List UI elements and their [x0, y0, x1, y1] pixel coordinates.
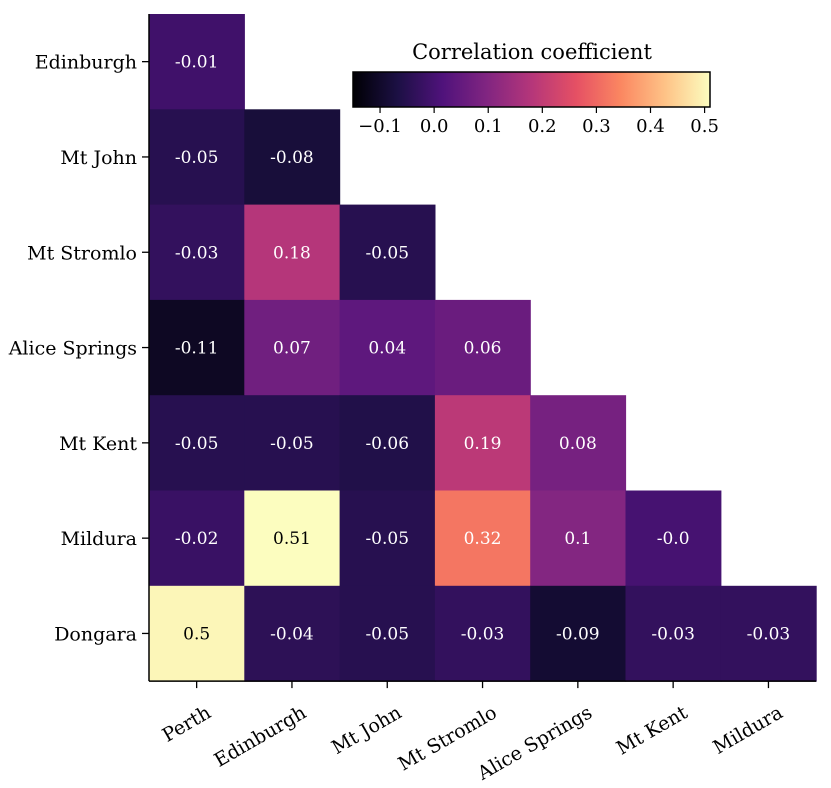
heatmap-cell — [434, 490, 531, 587]
cell-value-label: -0.02 — [175, 529, 219, 549]
heatmap-cell — [244, 204, 341, 301]
colorbar-tick-label: 0.0 — [420, 116, 449, 137]
cell-value-label: -0.05 — [175, 434, 219, 454]
cell-value-label: 0.08 — [559, 434, 597, 454]
cell-value-label: 0.04 — [368, 339, 406, 359]
heatmap-cell — [434, 585, 531, 682]
heatmap-cell — [434, 299, 531, 396]
x-tick-label: Mt John — [328, 702, 405, 759]
cell-value-label: -0.06 — [365, 434, 409, 454]
cell-value-label: -0.01 — [175, 53, 219, 73]
y-tick-label: Edinburgh — [35, 52, 137, 74]
cell-value-label: 0.07 — [273, 339, 311, 359]
cell-value-label: 0.5 — [183, 624, 210, 644]
cell-value-label: 0.51 — [273, 529, 311, 549]
heatmap-cell — [339, 490, 436, 587]
colorbar-gradient — [352, 71, 711, 108]
y-tick-label: Mt Stromlo — [27, 242, 137, 264]
heatmap-cell — [339, 204, 436, 301]
y-tick-label: Dongara — [54, 623, 137, 645]
colorbar-tick-label: 0.4 — [636, 116, 665, 137]
x-tick-label: Mt Kent — [613, 701, 692, 759]
colorbar: Correlation coefficient −0.1 0.0 0.1 0.2 0.3… — [352, 40, 719, 137]
cell-value-label: -0.03 — [175, 243, 219, 263]
y-tick-label: Alice Springs — [8, 338, 137, 360]
heatmap-cells: -0.01 -0.05 -0.08 -0.03 0.18 -0.05 -0.11 0.07 0.… — [149, 14, 817, 682]
heatmap-cell — [244, 490, 341, 587]
heatmap-cell — [244, 585, 341, 682]
heatmap-cell — [530, 395, 627, 492]
x-tick-label: Edinburgh — [211, 702, 311, 772]
cell-value-label: -0.05 — [365, 624, 409, 644]
cell-value-label: -0.04 — [270, 624, 314, 644]
cell-value-label: 0.06 — [464, 339, 502, 359]
cell-value-label: -0.09 — [556, 624, 600, 644]
cell-value-label: -0.03 — [651, 624, 695, 644]
cell-value-label: -0.05 — [175, 148, 219, 168]
colorbar-ticks: −0.1 0.0 0.1 0.2 0.3 0.4 0.5 — [358, 107, 719, 137]
heatmap-cell — [530, 585, 627, 682]
y-tick-label: Mt Kent — [59, 433, 137, 455]
heatmap-cell — [244, 395, 341, 492]
cell-value-label: 0.19 — [464, 434, 502, 454]
heatmap-cell — [339, 299, 436, 396]
cell-value-label: -0.03 — [747, 624, 791, 644]
heatmap-cell — [149, 109, 245, 206]
heatmap-cell — [720, 585, 817, 682]
colorbar-tick-label: −0.1 — [358, 116, 402, 137]
heatmap-cell — [149, 204, 245, 301]
heatmap-cell — [149, 585, 245, 682]
cell-value-label: 0.32 — [464, 529, 502, 549]
heatmap-cell — [244, 109, 341, 206]
colorbar-tick-label: 0.3 — [582, 116, 611, 137]
cell-value-label: -0.11 — [175, 339, 219, 359]
heatmap-cell — [149, 395, 245, 492]
cell-value-label: -0.05 — [270, 434, 314, 454]
heatmap-cell — [244, 299, 341, 396]
heatmap-cell — [339, 585, 436, 682]
heatmap-cell — [339, 395, 436, 492]
heatmap-cell — [530, 490, 627, 587]
heatmap-cell — [149, 14, 245, 110]
heatmap-cell — [625, 490, 722, 587]
cell-value-label: -0.0 — [657, 529, 690, 549]
y-tick-label: Mt John — [60, 147, 137, 169]
cell-value-label: 0.1 — [564, 529, 591, 549]
x-tick-label: Mildura — [709, 702, 786, 759]
cell-value-label: 0.18 — [273, 243, 311, 263]
cell-value-label: -0.05 — [365, 243, 409, 263]
cell-value-label: -0.08 — [270, 148, 314, 168]
y-tick-label: Mildura — [61, 528, 137, 550]
heatmap-cell — [149, 299, 245, 396]
colorbar-tick-label: 0.2 — [528, 116, 557, 137]
colorbar-tick-label: 0.5 — [690, 116, 719, 137]
x-tick-label: Perth — [159, 702, 215, 747]
colorbar-title: Correlation coefficient — [412, 40, 652, 64]
cell-value-label: -0.03 — [461, 624, 505, 644]
heatmap-cell — [149, 490, 245, 587]
heatmap-cell — [625, 585, 722, 682]
colorbar-tick-label: 0.1 — [474, 116, 503, 137]
heatmap-cell — [434, 395, 531, 492]
cell-value-label: -0.05 — [365, 529, 409, 549]
